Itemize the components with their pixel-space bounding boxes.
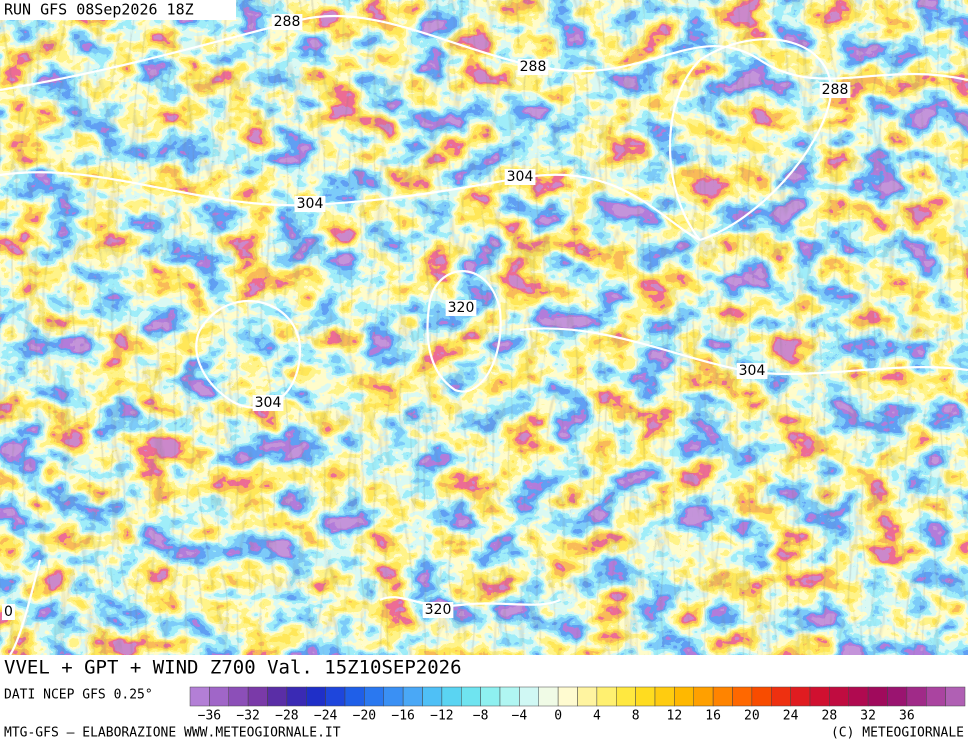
- colorbar-swatch: [867, 686, 888, 707]
- contour-line: [426, 270, 502, 393]
- colorbar-swatch: [383, 686, 404, 707]
- colorbar-swatch: [809, 686, 830, 707]
- footer-left: MTG-GFS — ELABORAZIONE WWW.METEOGIORNALE…: [4, 726, 341, 741]
- contour-label-bg: [504, 169, 536, 185]
- colorbar-swatch: [945, 686, 966, 707]
- colorbar-tick-label: 36: [899, 709, 915, 724]
- colorbar-swatch: [557, 686, 578, 707]
- colorbar-tick-label: 16: [705, 709, 721, 724]
- colorbar-tick-label: −8: [473, 709, 489, 724]
- colorbar-tick-label: −20: [353, 709, 376, 724]
- colorbar-swatch: [325, 686, 346, 707]
- colorbar-swatch: [422, 686, 443, 707]
- colorbar-swatch: [209, 686, 229, 707]
- contour-label-bg: [517, 59, 549, 75]
- colorbar-swatch: [344, 686, 365, 707]
- contour-label-bg: [445, 300, 477, 316]
- colorbar-tick-label: −36: [198, 709, 221, 724]
- contour-label-bg: [294, 196, 326, 212]
- colorbar-tick-label: 24: [783, 709, 799, 724]
- colorbar-swatch: [635, 686, 656, 707]
- colorbar-swatch: [402, 686, 423, 707]
- colorbar-tick-label: −12: [430, 709, 453, 724]
- colorbar-swatch: [732, 686, 753, 707]
- colorbar-swatch: [461, 686, 481, 707]
- colorbar-tick-label: 32: [860, 709, 876, 724]
- colorbar-swatch: [441, 686, 462, 707]
- contour-line: [9, 559, 42, 656]
- contour-label: 304: [297, 196, 324, 212]
- contour-label: 320: [425, 602, 452, 618]
- contour-label-bg: [736, 363, 768, 379]
- colorbar-tick-label: 20: [744, 709, 760, 724]
- colorbar-swatch: [616, 686, 636, 707]
- contour-label: 0: [4, 604, 13, 620]
- contour-line: [669, 38, 832, 242]
- colorbar-tick-label: −4: [512, 709, 528, 724]
- colorbar-swatch: [499, 686, 520, 707]
- contour-label: 304: [507, 169, 534, 185]
- colorbar-swatch: [926, 686, 946, 707]
- colorbar-swatch: [887, 686, 908, 707]
- contour-label-bg: [422, 602, 454, 618]
- contour-line: [379, 596, 561, 607]
- contour-line: [0, 171, 701, 241]
- colorbar-swatch: [306, 686, 326, 707]
- source-label: DATI NCEP GFS 0.25°: [4, 688, 153, 703]
- colorbar-tick-label: 0: [554, 709, 562, 724]
- colorbar-tick-label: 28: [822, 709, 838, 724]
- colorbar-swatch: [577, 686, 598, 707]
- colorbar-tick-label: 4: [593, 709, 601, 724]
- wind-streamlines: [0, 0, 968, 655]
- colorbar-swatch: [538, 686, 559, 707]
- colorbar-swatch: [751, 686, 772, 707]
- run-box: [0, 0, 236, 20]
- colorbar-tick-label: 12: [667, 709, 683, 724]
- colorbar-swatch: [654, 686, 675, 707]
- colorbar-swatch: [829, 686, 849, 707]
- colorbar-swatch: [480, 686, 501, 707]
- contour-label: 288: [822, 82, 849, 98]
- colorbar-tick-label: −28: [275, 709, 298, 724]
- map-title: VVEL + GPT + WIND Z700 Val. 15Z10SEP2026: [4, 657, 462, 679]
- contour-label-bg: [819, 82, 851, 98]
- colorbar-tick-label: −32: [236, 709, 259, 724]
- colorbar-swatch: [189, 686, 210, 707]
- contour-label-bg: [271, 14, 303, 30]
- colorbar-tick-label: 8: [632, 709, 640, 724]
- footer-right: (C) METEOGIORNALE: [831, 726, 964, 741]
- colorbar-tick-label: −24: [314, 709, 338, 724]
- colorbar: −36 −32 −28 −24 −20 −16 −12 −8 −4 0 4 8 12 16 20 24 28 32…: [189, 686, 966, 724]
- colorbar-swatch: [267, 686, 288, 707]
- contour-label-bg: [252, 395, 284, 411]
- contour-label-bg: [2, 604, 15, 620]
- colorbar-swatch: [286, 686, 307, 707]
- colorbar-tick-label: −16: [391, 709, 414, 724]
- contour-labels: 288 288 288 304 304 320 304 304 320 0: [2, 14, 851, 620]
- contour-label: 288: [274, 14, 301, 30]
- contour-line: [195, 300, 302, 409]
- colorbar-swatch: [364, 686, 384, 707]
- contour-label: 304: [739, 363, 766, 379]
- colorbar-swatch: [674, 686, 694, 707]
- colorbar-swatch: [906, 686, 927, 707]
- colorbar-swatch: [247, 686, 268, 707]
- contour-line: [0, 14, 968, 92]
- colorbar-swatch: [790, 686, 811, 707]
- colorbar-swatch: [596, 686, 617, 707]
- contour-label: 320: [448, 300, 475, 316]
- contour-label: 288: [520, 59, 547, 75]
- colorbar-swatch: [693, 686, 714, 707]
- colorbar-swatch: [519, 686, 539, 707]
- colorbar-swatch: [712, 686, 733, 707]
- colorbar-swatch: [771, 686, 791, 707]
- title-box: [0, 655, 500, 683]
- colorbar-swatch: [228, 686, 249, 707]
- colorbar-swatch: [848, 686, 869, 707]
- contour-label: 304: [255, 395, 282, 411]
- run-label: RUN GFS 08Sep2026 18Z: [4, 1, 194, 19]
